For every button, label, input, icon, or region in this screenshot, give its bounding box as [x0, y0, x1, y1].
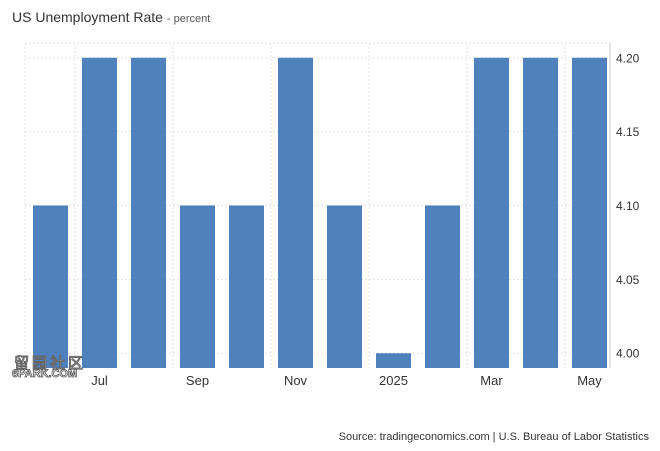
bar — [474, 57, 509, 368]
y-tick-label: 4.15 — [616, 125, 640, 139]
x-axis-ticks: Jul Sep Nov 2025 Mar May — [91, 373, 602, 388]
bar — [229, 205, 264, 368]
watermark-english-text: 6PARK.COM — [12, 368, 78, 381]
chart-title-text: US Unemployment Rate — [12, 9, 163, 25]
grid-lines — [24, 42, 611, 368]
watermark-logo: 留园社区 6PARK.COM — [12, 352, 98, 386]
y-tick-label: 4.20 — [616, 51, 640, 65]
x-tick-label: Mar — [480, 373, 503, 388]
x-tick-label: Sep — [186, 373, 209, 388]
bar — [376, 353, 411, 368]
y-tick-label: 4.10 — [616, 199, 640, 213]
bar — [82, 57, 117, 368]
x-tick-label: 2025 — [379, 373, 408, 388]
y-tick-label: 4.05 — [616, 273, 640, 287]
watermark-chinese-text: 留园社区 — [13, 354, 87, 373]
chart-title: US Unemployment Rate - percent — [12, 9, 210, 25]
bar — [572, 57, 607, 368]
x-tick-label: Jul — [91, 373, 108, 388]
bar — [131, 57, 166, 368]
bar — [278, 57, 313, 368]
bars — [33, 57, 607, 368]
bar — [33, 205, 68, 368]
x-tick-label: Nov — [284, 373, 308, 388]
y-tick-label: 4.00 — [616, 347, 640, 361]
bar — [180, 205, 215, 368]
x-tick-label: May — [577, 373, 602, 388]
y-axis-ticks: 4.00 4.05 4.10 4.15 4.20 — [616, 51, 640, 360]
source-attribution: Source: tradingeconomics.com | U.S. Bure… — [338, 431, 649, 443]
bar — [523, 57, 558, 368]
bar — [327, 205, 362, 368]
bar — [425, 205, 460, 368]
chart-subtitle: - percent — [166, 13, 211, 25]
chart-unit: percent — [173, 13, 211, 25]
